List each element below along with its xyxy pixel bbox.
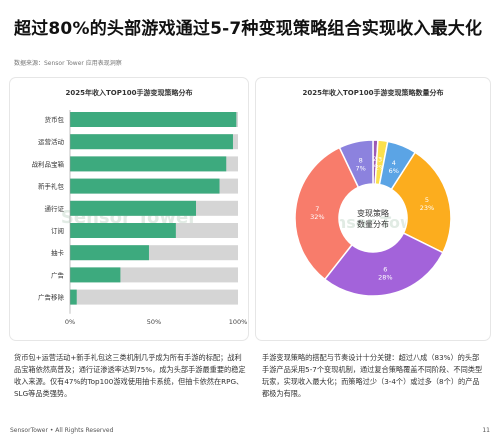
page-number: 11 (482, 427, 490, 434)
bar (70, 178, 220, 194)
donut-slice (294, 146, 360, 281)
bar (70, 267, 121, 283)
slice-value-label: 32% (310, 213, 324, 221)
donut-center-label: 变现策略 (357, 208, 389, 218)
slice-category-label: 5 (425, 196, 429, 204)
slice-value-label: 23% (420, 204, 434, 212)
bar-category-label: 广告 (51, 270, 65, 279)
bar-chart-panel: 2025年收入TOP100手游变现策略分布 Sensor Tower 货币包 运营活… (10, 78, 248, 340)
x-tick-label: 50% (147, 318, 161, 326)
bar (70, 245, 149, 261)
donut-chart: Sensor Tower21%32%46%523%628%732%87%变现策略… (294, 139, 452, 297)
slice-category-label: 4 (392, 159, 396, 167)
donut-slice (323, 232, 444, 297)
bar (70, 223, 176, 238)
x-tick-label: 0% (65, 318, 75, 326)
slice-value-label: 28% (378, 274, 392, 282)
page-title: 超过80%的头部游戏通过5-7种变现策略组合实现收入最大化 (14, 19, 483, 39)
footer-brand: SensorTower • All Rights Reserved (10, 427, 114, 434)
bar-category-label: 货币包 (45, 115, 65, 124)
bar (70, 112, 237, 127)
slice-category-label: 3 (378, 155, 382, 163)
bar-chart: Sensor Tower货币包运营活动战利品宝箱新手礼包通行证订阅抽卡广告广告移… (32, 110, 248, 326)
donut-chart-title: 2025年收入TOP100手游变现策略数量分布 (302, 89, 444, 97)
bar-chart-title: 2025年收入TOP100手游变现策略分布 (65, 89, 193, 97)
donut-slice (390, 151, 452, 254)
bar (70, 200, 196, 216)
donut-chart-panel: 2025年收入TOP100手游变现策略数量分布 Sensor Tower 2 1% 3… (256, 78, 490, 340)
slice-value-label: 7% (356, 164, 366, 172)
bar-category-label: 新手礼包 (38, 182, 65, 191)
slice-category-label: 7 (315, 205, 319, 213)
slice-category-label: 6 (383, 266, 387, 274)
slice-value-label: 6% (389, 167, 399, 175)
bar-category-label: 战利品宝箱 (32, 159, 65, 168)
slice-category-label: 8 (359, 156, 363, 164)
donut-chart-watermark: Sensor Tower (312, 213, 433, 232)
bar (70, 289, 77, 305)
bar-category-label: 订阅 (51, 227, 64, 235)
bar-category-label: 通行证 (45, 204, 65, 213)
bar-chart-description: 货币包+运营活动+新手礼包这三类机制几乎成为所有手游的标配；战利品宝箱依然高普及… (14, 353, 246, 398)
bar-category-label: 运营活动 (38, 137, 65, 146)
bar-category-label: 抽卡 (51, 248, 65, 257)
bar (70, 156, 227, 172)
bar-track (70, 289, 238, 305)
slice-category-label: 2 (373, 155, 377, 163)
x-tick-label: 100% (229, 318, 248, 326)
bar-category-label: 广告移除 (38, 293, 65, 302)
donut-center-label: 数量分布 (357, 219, 389, 229)
bar (70, 134, 233, 150)
slice-value-label: 1% (370, 163, 380, 171)
donut-slice (338, 139, 374, 189)
slice-value-label: 2% (375, 163, 385, 171)
donut-chart-description: 手游变现策略的搭配与节奏设计十分关键：超过八成（83%）的头部手游产品采用5-7… (262, 353, 483, 398)
data-source-note: 数据来源：Sensor Tower 应用表现洞察 (14, 60, 122, 67)
